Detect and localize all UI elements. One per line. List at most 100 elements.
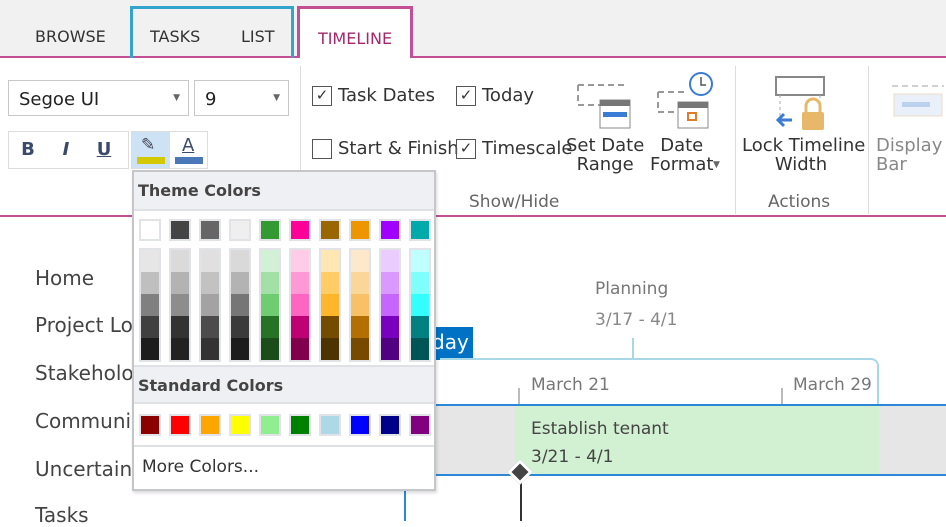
tab-browse[interactable]: BROWSE: [35, 27, 106, 46]
theme-shade-swatch[interactable]: [291, 316, 309, 338]
display-as-bar-label[interactable]: Display a Bar: [876, 135, 943, 175]
nav-uncertainties[interactable]: Uncertain: [35, 457, 133, 481]
tab-tasks[interactable]: TASKS: [150, 27, 201, 46]
today-checkbox[interactable]: ✓ Today: [456, 85, 534, 106]
theme-shade-swatch[interactable]: [291, 294, 309, 316]
standard-color-swatch[interactable]: [409, 414, 431, 436]
theme-color-swatch[interactable]: [169, 219, 191, 241]
theme-shade-swatch[interactable]: [261, 250, 279, 272]
lock-timeline-width-button[interactable]: [766, 74, 830, 134]
theme-shade-swatch[interactable]: [141, 294, 159, 316]
font-color-button[interactable]: A: [170, 132, 208, 168]
theme-color-swatch[interactable]: [199, 219, 221, 241]
set-date-range-button[interactable]: [570, 70, 640, 132]
theme-shade-swatch[interactable]: [231, 250, 249, 272]
theme-shade-swatch[interactable]: [261, 272, 279, 294]
tab-list[interactable]: LIST: [241, 27, 275, 46]
bold-button[interactable]: B: [21, 139, 35, 160]
tab-timeline[interactable]: TIMELINE: [297, 6, 413, 60]
theme-color-swatch[interactable]: [379, 219, 401, 241]
theme-shade-swatch[interactable]: [411, 294, 429, 316]
theme-shade-swatch[interactable]: [321, 272, 339, 294]
underline-button[interactable]: U: [96, 139, 112, 160]
theme-color-swatch[interactable]: [259, 219, 281, 241]
lock-timeline-width-label[interactable]: Lock Timeline Width: [742, 135, 866, 175]
theme-shade-swatch[interactable]: [201, 338, 219, 360]
theme-shade-swatch[interactable]: [171, 294, 189, 316]
theme-shade-swatch[interactable]: [291, 250, 309, 272]
task-dates-checkbox[interactable]: ✓ Task Dates: [312, 85, 435, 106]
theme-shade-swatch[interactable]: [411, 316, 429, 338]
task-bar-establish-tenant[interactable]: Establish tenant 3/21 - 4/1: [515, 406, 879, 474]
theme-color-swatch[interactable]: [139, 219, 161, 241]
standard-color-swatch[interactable]: [139, 414, 161, 436]
theme-shade-swatch[interactable]: [381, 294, 399, 316]
standard-color-swatch[interactable]: [319, 414, 341, 436]
theme-shade-swatch[interactable]: [381, 316, 399, 338]
standard-color-swatch[interactable]: [199, 414, 221, 436]
standard-color-swatch[interactable]: [379, 414, 401, 436]
start-finish-checkbox[interactable]: Start & Finish: [312, 138, 459, 159]
theme-shade-swatch[interactable]: [411, 272, 429, 294]
theme-shade-swatch[interactable]: [171, 250, 189, 272]
nav-stakeholders[interactable]: Stakeholo: [35, 361, 134, 385]
date-format-button[interactable]: [654, 70, 724, 132]
font-name-select[interactable]: Segoe UI ▼: [8, 80, 189, 116]
theme-shade-swatch[interactable]: [201, 316, 219, 338]
nav-tasks[interactable]: Tasks: [35, 503, 89, 527]
highlight-color-button[interactable]: ✎: [132, 132, 170, 168]
theme-shade-swatch[interactable]: [351, 250, 369, 272]
theme-shade-swatch[interactable]: [231, 338, 249, 360]
theme-shade-swatch[interactable]: [411, 338, 429, 360]
theme-shade-swatch[interactable]: [141, 316, 159, 338]
standard-color-swatch[interactable]: [259, 414, 281, 436]
standard-color-swatch[interactable]: [169, 414, 191, 436]
theme-shade-swatch[interactable]: [351, 294, 369, 316]
theme-shade-swatch[interactable]: [321, 338, 339, 360]
timescale-checkbox[interactable]: ✓ Timescale: [456, 138, 572, 159]
theme-shade-swatch[interactable]: [351, 338, 369, 360]
date-format-label[interactable]: Date Format: [650, 135, 714, 175]
theme-shade-swatch[interactable]: [411, 250, 429, 272]
theme-shade-swatch[interactable]: [351, 316, 369, 338]
theme-shade-swatch[interactable]: [201, 250, 219, 272]
theme-shade-swatch[interactable]: [291, 272, 309, 294]
theme-shade-swatch[interactable]: [201, 294, 219, 316]
theme-shade-swatch[interactable]: [231, 316, 249, 338]
standard-color-swatch[interactable]: [349, 414, 371, 436]
theme-shade-swatch[interactable]: [171, 272, 189, 294]
theme-shade-swatch[interactable]: [261, 294, 279, 316]
theme-shade-swatch[interactable]: [261, 338, 279, 360]
display-as-bar-button[interactable]: [888, 80, 946, 130]
theme-shade-swatch[interactable]: [231, 272, 249, 294]
nav-home[interactable]: Home: [35, 266, 95, 290]
more-colors-item[interactable]: More Colors...: [134, 445, 434, 489]
italic-button[interactable]: I: [62, 139, 70, 160]
theme-color-swatch[interactable]: [229, 219, 251, 241]
standard-color-swatch[interactable]: [229, 414, 251, 436]
theme-shade-swatch[interactable]: [381, 272, 399, 294]
theme-shade-swatch[interactable]: [321, 294, 339, 316]
theme-shade-swatch[interactable]: [201, 272, 219, 294]
theme-shade-swatch[interactable]: [261, 316, 279, 338]
theme-color-swatch[interactable]: [319, 219, 341, 241]
theme-shade-swatch[interactable]: [171, 316, 189, 338]
theme-shade-swatch[interactable]: [231, 294, 249, 316]
theme-shade-swatch[interactable]: [291, 338, 309, 360]
theme-shade-swatch[interactable]: [141, 272, 159, 294]
theme-shade-swatch[interactable]: [381, 338, 399, 360]
standard-color-swatch[interactable]: [289, 414, 311, 436]
theme-shade-swatch[interactable]: [351, 272, 369, 294]
nav-project-log[interactable]: Project Lo: [35, 313, 133, 337]
theme-shade-swatch[interactable]: [171, 338, 189, 360]
theme-shade-swatch[interactable]: [321, 316, 339, 338]
font-size-select[interactable]: 9 ▼: [194, 80, 289, 116]
nav-communications[interactable]: Communi: [35, 409, 132, 433]
theme-shade-swatch[interactable]: [141, 250, 159, 272]
theme-shade-swatch[interactable]: [141, 338, 159, 360]
theme-shade-swatch[interactable]: [381, 250, 399, 272]
theme-color-swatch[interactable]: [289, 219, 311, 241]
set-date-range-label[interactable]: Set Date Range: [566, 135, 645, 175]
theme-color-swatch[interactable]: [349, 219, 371, 241]
phase-name[interactable]: Planning: [595, 279, 669, 299]
